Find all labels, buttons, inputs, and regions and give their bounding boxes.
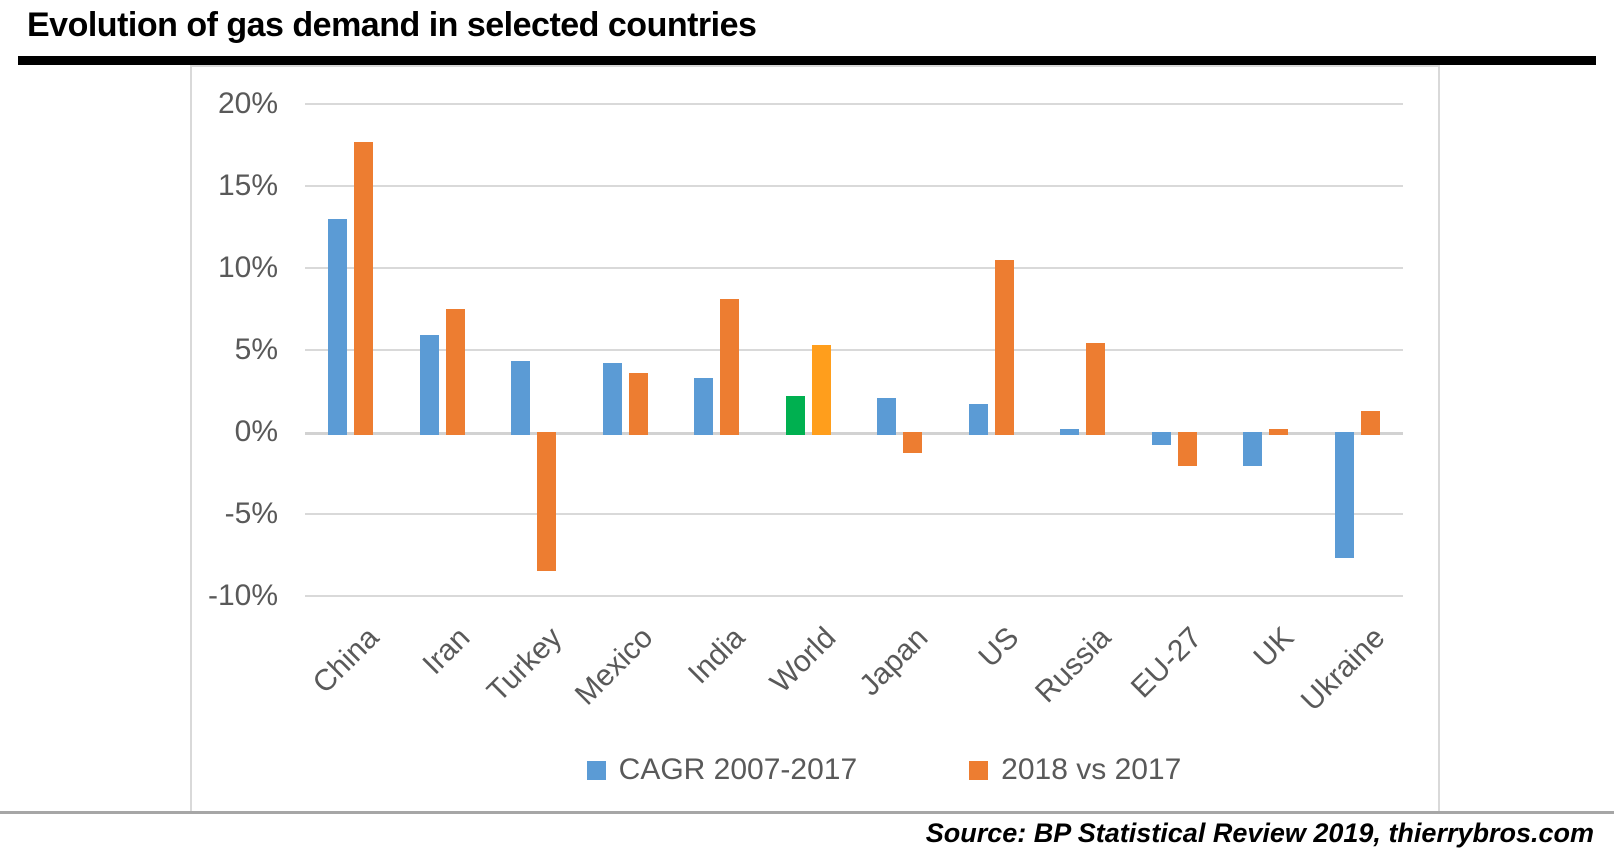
bar-japan-2018: [903, 432, 923, 454]
bar-ukraine-cagr: [1334, 432, 1354, 558]
legend-item: 2018 vs 2017: [969, 753, 1181, 787]
x-axis-line: [305, 432, 1403, 435]
y-tick-label: 0%: [234, 415, 278, 448]
bar-eu-27-2018: [1177, 432, 1197, 467]
bar-uk-2018: [1269, 428, 1289, 435]
y-tick-label: -5%: [224, 497, 278, 530]
legend-label: 2018 vs 2017: [1001, 753, 1182, 786]
legend-item: CAGR 2007-2017: [586, 753, 858, 787]
bar-turkey-2018: [537, 432, 557, 572]
y-tick-label: 15%: [217, 169, 278, 202]
bar-us-2018: [994, 259, 1014, 435]
bar-world-2018: [811, 345, 831, 435]
chart-title: Evolution of gas demand in selected coun…: [27, 6, 757, 44]
bar-ukraine-2018: [1360, 410, 1380, 435]
chart-area: CAGR 2007-2017 2018 vs 2017 20% 15% 10% 5% 0%…: [190, 65, 1440, 813]
gridline: [305, 185, 1403, 187]
bar-india-cagr: [694, 377, 714, 435]
bar-russia-cagr: [1060, 428, 1080, 435]
legend-swatch: [969, 760, 989, 780]
gridline: [305, 513, 1403, 515]
gridline: [305, 349, 1403, 351]
y-tick-label: 20%: [217, 87, 278, 120]
chart-legend: CAGR 2007-2017 2018 vs 2017: [305, 753, 1403, 787]
bar-russia-2018: [1086, 343, 1106, 435]
bar-world-cagr: [785, 395, 805, 435]
gridline: [305, 595, 1403, 597]
legend-label: CAGR 2007-2017: [618, 753, 858, 786]
bar-eu-27-cagr: [1151, 432, 1171, 445]
title-underline: [18, 56, 1596, 65]
source-caption: Source: BP Statistical Review 2019, thie…: [925, 818, 1594, 848]
bar-iran-2018: [445, 309, 465, 435]
bottom-divider: [0, 811, 1614, 814]
bar-uk-cagr: [1243, 432, 1263, 467]
bar-iran-cagr: [419, 335, 439, 435]
bar-mexico-cagr: [602, 363, 622, 435]
bar-us-cagr: [968, 404, 988, 435]
bar-china-2018: [354, 141, 374, 435]
gridline: [305, 103, 1403, 105]
bar-india-2018: [720, 299, 740, 435]
bar-china-cagr: [328, 218, 348, 435]
y-tick-label: -10%: [207, 579, 278, 612]
bar-japan-cagr: [877, 397, 897, 435]
y-tick-label: 5%: [234, 333, 278, 366]
bar-mexico-2018: [628, 372, 648, 435]
y-tick-label: 10%: [217, 251, 278, 284]
legend-swatch: [586, 760, 606, 780]
bar-turkey-cagr: [511, 361, 531, 435]
gridline: [305, 267, 1403, 269]
